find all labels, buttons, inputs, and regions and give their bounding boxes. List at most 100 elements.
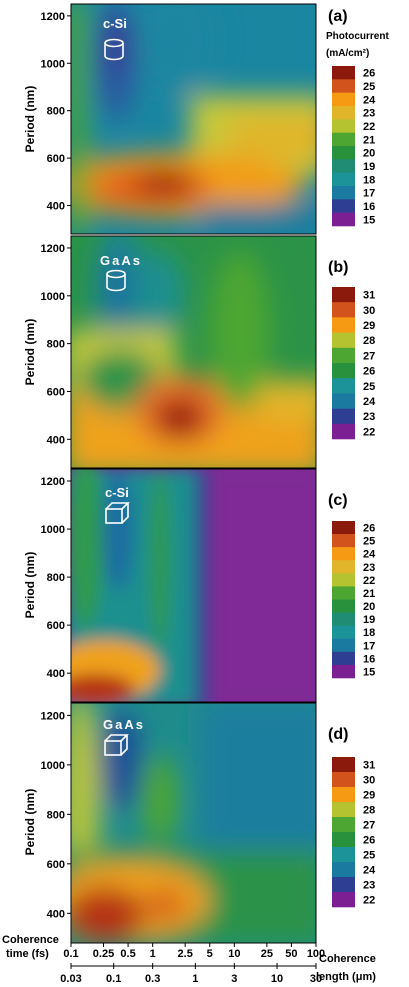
time-tick-label: 2.5 [178, 948, 193, 960]
colorbar-label: 23 [363, 108, 375, 120]
heatmap-c-field [71, 469, 316, 702]
colorbar-swatch [332, 212, 355, 227]
colorbar-swatch [332, 287, 355, 303]
cylinder-icon [106, 269, 126, 292]
y-tick-label: 1000 [41, 58, 65, 70]
y-tick-label: 1200 [41, 243, 65, 255]
colorbar-label: 24 [363, 396, 376, 408]
colorbar-label: 25 [363, 850, 375, 862]
y-tick-label: 1200 [41, 476, 65, 488]
colorbar-label: 25 [363, 81, 375, 93]
colorbar-swatch [332, 332, 355, 349]
colorbar-label: 26 [363, 523, 375, 535]
y-tick-label: 1000 [41, 760, 65, 772]
length-tick-label: 3 [231, 973, 237, 985]
cube-icon [104, 734, 129, 756]
colorbar-label: 24 [363, 549, 376, 561]
colorbar-swatch [332, 772, 355, 788]
colorbar-swatch [332, 79, 355, 93]
panel-c-ylabel: Period (nm) [23, 552, 37, 619]
colorbar-swatch [332, 106, 355, 120]
colorbar-label: 18 [363, 174, 375, 186]
colorbar-swatch [332, 757, 355, 773]
colorbar-swatch [332, 560, 355, 574]
colorbar-swatch [332, 877, 355, 893]
colorbar-label: 18 [363, 627, 375, 639]
colorbar-title-line1: Photocurrent [326, 31, 389, 42]
colorbar-label: 20 [363, 601, 375, 613]
y-tick-label: 800 [47, 809, 65, 821]
heatmap-d-field [71, 703, 316, 943]
panel-d-material-label: GaAs [103, 717, 145, 732]
panel-b-material-label: GaAs [100, 253, 142, 268]
colorbar-swatch [332, 612, 355, 626]
colorbar-swatch [332, 534, 355, 548]
panel-d-frame [70, 702, 317, 944]
heatmap-b-field [71, 236, 316, 468]
panel-d-letter: (d) [328, 726, 348, 743]
colorbar-label: 17 [363, 640, 375, 652]
colorbar-swatch [332, 146, 355, 160]
cube-icon [105, 502, 130, 524]
y-tick-label: 600 [47, 153, 65, 165]
colorbar-swatch [332, 66, 355, 80]
colorbar-label: 21 [363, 588, 375, 600]
colorbar-label: 16 [363, 653, 375, 665]
y-tick-label: 800 [47, 106, 65, 118]
colorbar-swatch [332, 378, 355, 394]
colorbar-swatch [332, 573, 355, 587]
y-tick-label: 600 [47, 386, 65, 398]
colorbar-label: 23 [363, 411, 375, 423]
y-tick-label: 1000 [41, 291, 65, 303]
panel-c-frame [70, 468, 317, 703]
colorbar-label: 25 [363, 536, 375, 548]
length-tick-label: 1 [192, 973, 198, 985]
colorbar-swatch [332, 832, 355, 848]
colorbar-swatch [332, 186, 355, 200]
time-tick-label: 0.5 [120, 948, 135, 960]
colorbar-swatch [332, 363, 355, 379]
colorbar-label: 27 [363, 350, 375, 362]
colorbar-swatch [332, 408, 355, 425]
colorbar-label: 15 [363, 666, 375, 678]
length-axis-title-line2: length (μm) [316, 971, 376, 983]
colorbar-label: 31 [363, 760, 375, 772]
panel-d-ylabel: Period (nm) [23, 789, 37, 856]
y-tick-label: 1000 [41, 524, 65, 536]
colorbar-swatch [332, 802, 355, 818]
y-tick-label: 400 [47, 434, 65, 446]
colorbar-label: 26 [363, 68, 375, 80]
colorbar-swatch [332, 317, 355, 333]
colorbar-label: 22 [363, 895, 375, 907]
colorbar-label: 28 [363, 335, 375, 347]
colorbar-swatch [332, 347, 355, 364]
panel-a-material-label: c-Si [103, 16, 127, 31]
colorbar-swatch [332, 586, 355, 600]
time-axis-title-line2: time (fs) [6, 948, 49, 960]
time-tick-label: 100 [307, 948, 325, 960]
colorbar-swatch [332, 892, 355, 908]
colorbar-label: 19 [363, 614, 375, 626]
colorbar-swatch [332, 625, 355, 640]
colorbar-label: 22 [363, 426, 375, 438]
colorbar-label: 19 [363, 161, 375, 173]
colorbar-swatch [332, 302, 355, 318]
panel-a-frame [70, 3, 317, 235]
y-tick-label: 400 [47, 668, 65, 680]
colorbar-label: 16 [363, 201, 375, 213]
colorbar-title-line2: (mA/cm²) [326, 48, 369, 59]
colorbar-swatch [332, 132, 355, 147]
time-tick-label: 0.1 [63, 948, 78, 960]
panel-c-letter: (c) [328, 492, 348, 509]
panel-b-ylabel: Period (nm) [23, 319, 37, 386]
y-tick-label: 800 [47, 339, 65, 351]
heatmap-a-field [71, 4, 316, 234]
colorbar-swatch [332, 817, 355, 833]
length-tick-label: 30 [310, 973, 322, 985]
colorbar-label: 24 [363, 865, 376, 877]
y-tick-label: 400 [47, 201, 65, 213]
colorbar-label: 25 [363, 381, 375, 393]
cylinder-icon [104, 38, 124, 61]
colorbar-label: 26 [363, 835, 375, 847]
